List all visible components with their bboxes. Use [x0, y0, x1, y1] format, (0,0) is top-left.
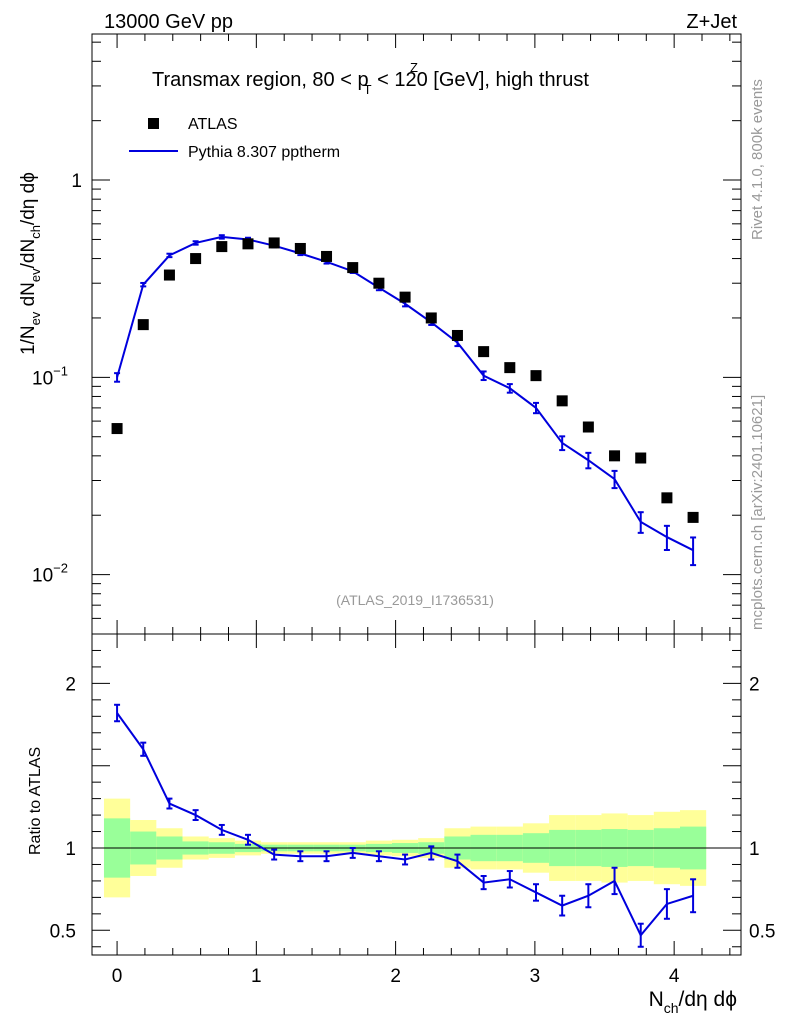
ylabel-sub-ev: ev	[28, 311, 43, 325]
legend-pythia-label: Pythia 8.307 pptherm	[188, 144, 340, 161]
atlas-point	[556, 395, 568, 407]
atlas-point	[451, 329, 463, 341]
atlas-point	[216, 241, 228, 253]
y-tick-label: 1	[71, 171, 82, 192]
atlas-point	[609, 450, 621, 462]
atlas-point	[190, 253, 202, 265]
process-label: Z+Jet	[686, 11, 737, 33]
ratio-line	[116, 712, 694, 938]
ratio-ylabel: Ratio to ATLAS	[27, 747, 44, 855]
analysis-id: (ATLAS_2019_I1736531)	[336, 592, 494, 608]
atlas-point	[294, 242, 306, 254]
x-tick-label: 4	[669, 966, 680, 987]
y-tick-label: 1	[65, 839, 76, 860]
pythia-line	[116, 235, 694, 552]
x-tick-label: 2	[390, 966, 401, 987]
y-tick-label: 10−2	[32, 561, 68, 587]
atlas-point	[347, 262, 359, 274]
atlas-point	[425, 312, 437, 324]
x-tick-label: 1	[251, 966, 262, 987]
main-axis-ticks: 1 10−1 10−2	[32, 34, 741, 635]
energy-label: 13000 GeV pp	[104, 11, 233, 33]
y-tick-label-right: 2	[749, 674, 760, 695]
atlas-point	[504, 362, 516, 374]
y-tick-label: 0.5	[50, 921, 76, 942]
atlas-point	[163, 269, 175, 281]
legend-atlas-label: ATLAS	[188, 116, 238, 133]
ratio-axis-ticks: 0 1 2 3 4 0.5 0.5 1 1 2 2	[50, 634, 775, 987]
atlas-point	[242, 238, 254, 250]
atlas-point	[399, 291, 411, 303]
ylabel-dn: dN	[18, 282, 39, 312]
atlas-point	[687, 511, 699, 523]
xlabel-sub: ch	[664, 1000, 679, 1016]
y-tick-label-right: 0.5	[749, 921, 775, 942]
atlas-point	[582, 421, 594, 433]
plot-title: Transmax region, 80 < pT < 120 [GeV], hi…	[152, 69, 589, 97]
atlas-point	[137, 319, 149, 331]
atlas-point	[530, 370, 542, 382]
ratio-data-marks	[114, 703, 697, 948]
ylabel-tail: /dη dϕ	[18, 172, 39, 225]
y-tick-exponent: −1	[53, 363, 68, 378]
ylabel-sub-ch: ch	[28, 225, 43, 239]
ratio-plot-frame	[91, 633, 742, 956]
y-tick-label: 2	[65, 674, 76, 695]
y-tick-exponent: −2	[53, 561, 68, 576]
x-tick-label: 0	[112, 966, 123, 987]
atlas-point	[635, 452, 647, 464]
atlas-point	[268, 237, 280, 249]
ylabel-dnch: /dN	[18, 239, 39, 269]
plot-title-main: Transmax region, 80 < p	[152, 69, 369, 91]
y-tick-label-right: 1	[749, 839, 760, 860]
xlabel: Nch/dη dϕ	[649, 988, 737, 1016]
atlas-point	[321, 250, 333, 262]
atlas-point	[661, 492, 673, 504]
ylabel-sub-ev2: ev	[28, 268, 43, 282]
plot-title-suffix: < 120 [GeV], high thrust	[372, 69, 590, 91]
atlas-point	[478, 346, 490, 358]
plot-title-sub: T	[364, 82, 372, 97]
atlas-point	[373, 277, 385, 289]
mcplots-label: mcplots.cern.ch [arXiv:2401.10621]	[749, 395, 766, 630]
y-tick-label: 10−1	[32, 363, 68, 389]
xlabel-tail: /dη dϕ	[679, 988, 737, 1011]
legend-atlas-marker	[148, 118, 159, 129]
rivet-label: Rivet 4.1.0, 800k events	[749, 79, 766, 240]
x-tick-label: 3	[530, 966, 541, 987]
main-data-marks	[111, 234, 699, 567]
plot-title-sup: Z	[410, 60, 418, 75]
atlas-point	[111, 423, 123, 435]
main-ylabel: 1/Nev dNev/dNch/dη dϕ	[18, 172, 43, 355]
